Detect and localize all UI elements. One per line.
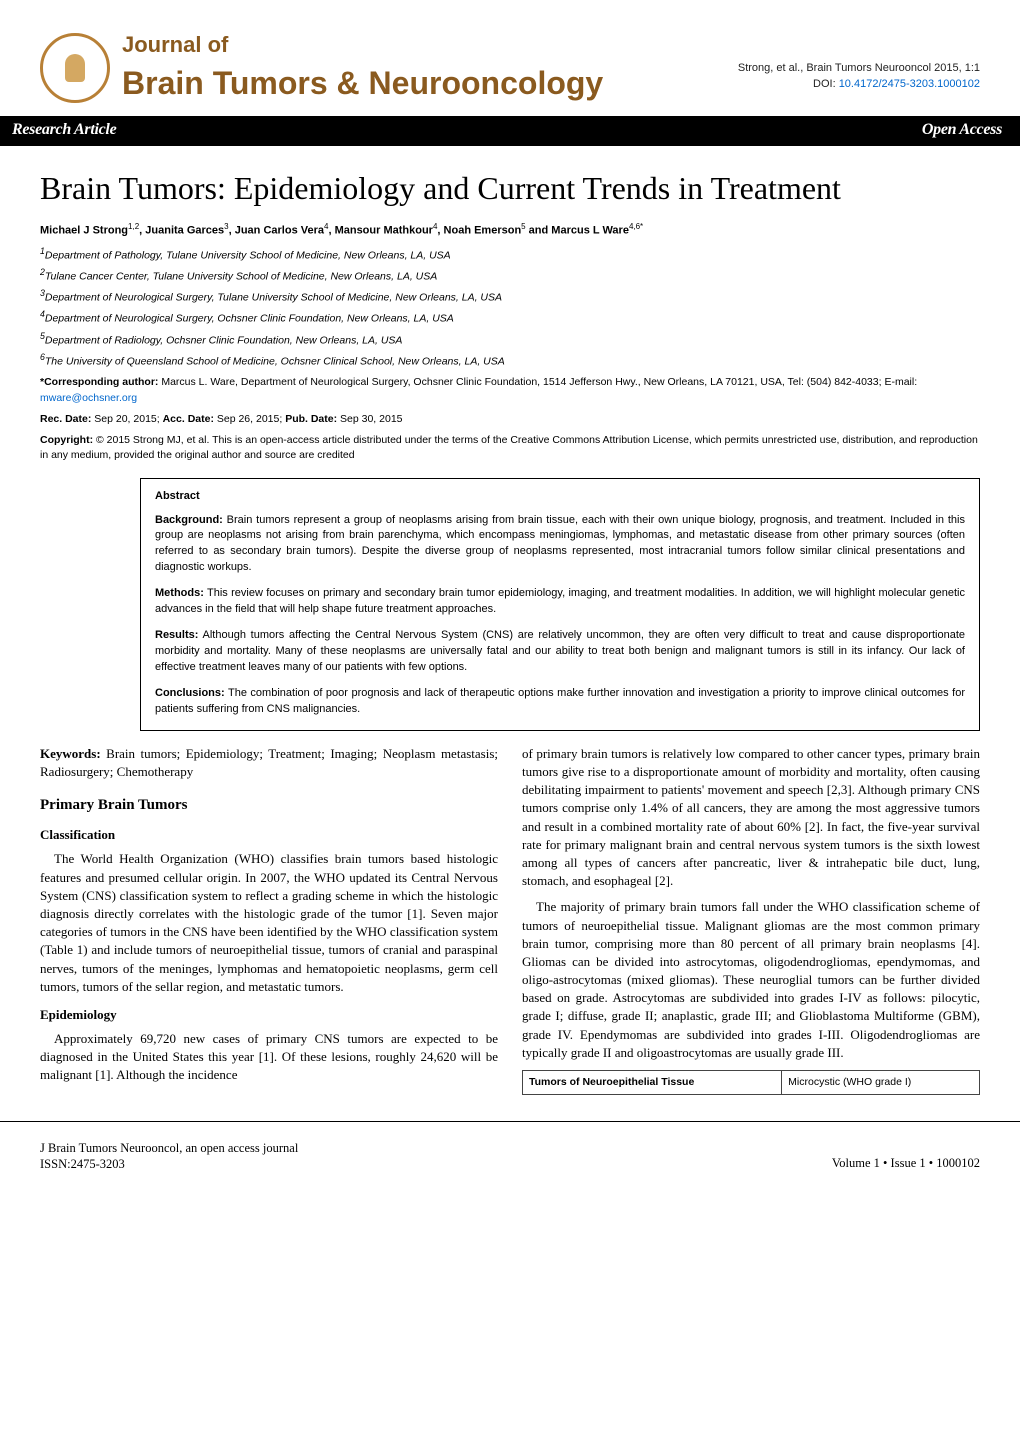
heading-epidemiology: Epidemiology — [40, 1006, 498, 1024]
journal-name-block: Journal of Brain Tumors & Neurooncology — [122, 30, 603, 106]
paragraph-classification: The World Health Organization (WHO) clas… — [40, 850, 498, 996]
page-footer: J Brain Tumors Neurooncol, an open acces… — [0, 1121, 1020, 1187]
paragraph-r1: of primary brain tumors is relatively lo… — [522, 745, 980, 891]
pub-date: Sep 30, 2015 — [337, 413, 402, 425]
paragraph-r2: The majority of primary brain tumors fal… — [522, 898, 980, 1062]
rec-date-label: Rec. Date: — [40, 413, 91, 425]
abstract-concl-label: Conclusions: — [155, 687, 225, 699]
heading-primary-brain-tumors: Primary Brain Tumors — [40, 795, 498, 816]
doi-label: DOI: — [813, 78, 839, 90]
corresponding-text: Marcus L. Ware, Department of Neurologic… — [158, 376, 917, 388]
abstract-box: Abstract Background: Brain tumors repres… — [140, 478, 980, 731]
citation-line: Strong, et al., Brain Tumors Neurooncol … — [738, 61, 980, 76]
affiliation: 4Department of Neurological Surgery, Och… — [40, 308, 980, 326]
journal-of: Journal of — [122, 30, 603, 61]
abstract-results-label: Results: — [155, 629, 198, 641]
open-access-label: Open Access — [922, 119, 1002, 141]
journal-logo — [40, 33, 110, 103]
left-column: Keywords: Brain tumors; Epidemiology; Tr… — [40, 745, 498, 1095]
abstract-heading: Abstract — [155, 489, 965, 505]
doi-line: DOI: 10.4172/2475-3203.1000102 — [738, 77, 980, 92]
doi-link[interactable]: 10.4172/2475-3203.1000102 — [839, 78, 980, 90]
abstract-conclusions: Conclusions: The combination of poor pro… — [155, 686, 965, 718]
abstract-background: Background: Brain tumors represent a gro… — [155, 513, 965, 577]
abstract-methods-label: Methods: — [155, 587, 204, 599]
abstract-methods: Methods: This review focuses on primary … — [155, 586, 965, 618]
article-type: Research Article — [12, 119, 116, 141]
footer-volume: Volume 1 • Issue 1 • 1000102 — [832, 1155, 980, 1173]
paper-title: Brain Tumors: Epidemiology and Current T… — [40, 166, 980, 211]
acc-date-label: Acc. Date: — [163, 413, 214, 425]
copyright-label: Copyright: — [40, 434, 93, 446]
table-1-fragment: Tumors of Neuroepithelial Tissue Microcy… — [522, 1070, 980, 1095]
affiliation: 5Department of Radiology, Ochsner Clinic… — [40, 330, 980, 348]
authors: Michael J Strong1,2, Juanita Garces3, Ju… — [40, 221, 980, 239]
affiliation: 6The University of Queensland School of … — [40, 351, 980, 369]
dates-line: Rec. Date: Sep 20, 2015; Acc. Date: Sep … — [40, 412, 980, 427]
two-column-body: Keywords: Brain tumors; Epidemiology; Tr… — [40, 745, 980, 1095]
affiliation: 1Department of Pathology, Tulane Univers… — [40, 245, 980, 263]
keywords-label: Keywords: — [40, 746, 101, 761]
table-row: Tumors of Neuroepithelial Tissue Microcy… — [523, 1071, 980, 1095]
corresponding-label: *Corresponding author: — [40, 376, 158, 388]
masthead: Journal of Brain Tumors & Neurooncology … — [0, 0, 1020, 116]
footer-issn: ISSN:2475-3203 — [40, 1156, 298, 1172]
copyright-line: Copyright: © 2015 Strong MJ, et al. This… — [40, 433, 980, 463]
heading-classification: Classification — [40, 826, 498, 844]
corresponding-author: *Corresponding author: Marcus L. Ware, D… — [40, 375, 980, 407]
footer-left: J Brain Tumors Neurooncol, an open acces… — [40, 1140, 298, 1173]
affiliations: 1Department of Pathology, Tulane Univers… — [40, 245, 980, 369]
table-cell-value: Microcystic (WHO grade I) — [782, 1071, 980, 1095]
paragraph-epidemiology: Approximately 69,720 new cases of primar… — [40, 1030, 498, 1085]
journal-title: Brain Tumors & Neurooncology — [122, 61, 603, 106]
abstract-bg-text: Brain tumors represent a group of neopla… — [155, 514, 965, 574]
abstract-results: Results: Although tumors affecting the C… — [155, 628, 965, 676]
rec-date: Sep 20, 2015; — [91, 413, 162, 425]
abstract-bg-label: Background: — [155, 514, 223, 526]
keywords-line: Keywords: Brain tumors; Epidemiology; Tr… — [40, 745, 498, 781]
right-column: of primary brain tumors is relatively lo… — [522, 745, 980, 1095]
corresponding-email[interactable]: mware@ochsner.org — [40, 392, 137, 404]
acc-date: Sep 26, 2015; — [214, 413, 285, 425]
abstract-methods-text: This review focuses on primary and secon… — [155, 587, 965, 615]
pub-date-label: Pub. Date: — [285, 413, 337, 425]
article-type-bar: Research Article Open Access — [0, 116, 1020, 146]
copyright-text: © 2015 Strong MJ, et al. This is an open… — [40, 434, 978, 461]
footer-journal: J Brain Tumors Neurooncol, an open acces… — [40, 1140, 298, 1156]
affiliation: 3Department of Neurological Surgery, Tul… — [40, 287, 980, 305]
abstract-concl-text: The combination of poor prognosis and la… — [155, 687, 965, 715]
keywords-text: Brain tumors; Epidemiology; Treatment; I… — [40, 746, 498, 779]
abstract-results-text: Although tumors affecting the Central Ne… — [155, 629, 965, 673]
content: Brain Tumors: Epidemiology and Current T… — [0, 146, 1020, 1095]
table-cell-header: Tumors of Neuroepithelial Tissue — [523, 1071, 782, 1095]
citation-block: Strong, et al., Brain Tumors Neurooncol … — [738, 43, 980, 92]
affiliation: 2Tulane Cancer Center, Tulane University… — [40, 266, 980, 284]
